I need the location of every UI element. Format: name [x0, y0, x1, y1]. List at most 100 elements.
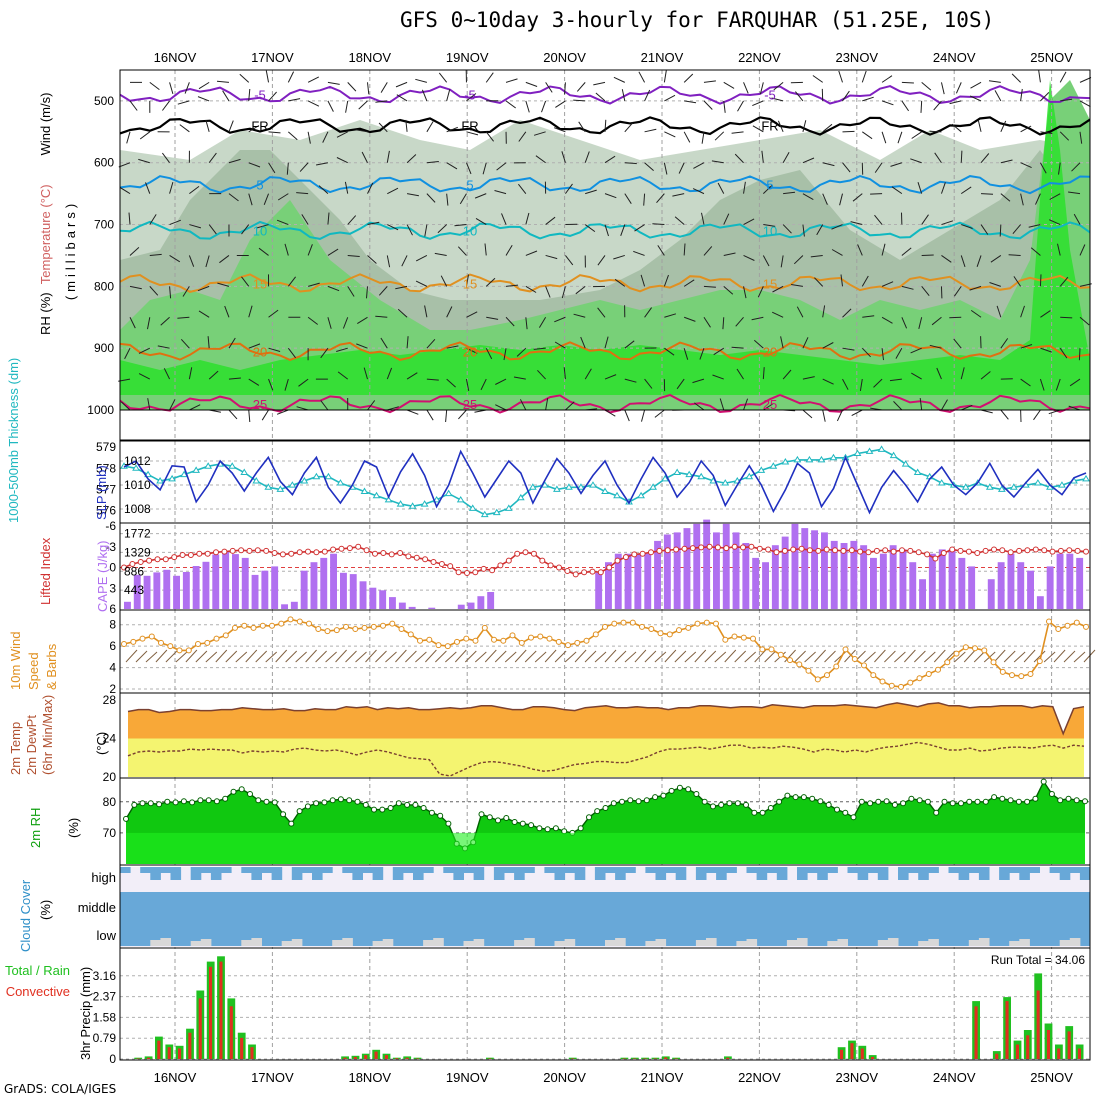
cape-bar [408, 606, 416, 609]
wind-barb [268, 91, 277, 102]
cloud-high-cell [706, 867, 717, 873]
lifted-index-point [530, 550, 537, 557]
cloud-high-cell [221, 867, 232, 873]
lifted-index-point [330, 546, 337, 553]
wind-barb [881, 131, 887, 144]
lifted-index-point [991, 546, 997, 553]
wind-barb [216, 80, 230, 83]
lifted-index-point [489, 567, 496, 574]
wind-barb [757, 286, 764, 298]
wind-barb [656, 193, 665, 204]
cloud-high-cell [776, 867, 788, 880]
wind-speed-point [703, 619, 710, 626]
rh2m-point [337, 796, 344, 803]
wind-barb [753, 339, 764, 349]
surface-wind-barb [654, 651, 667, 663]
wind-speed-point [407, 631, 414, 638]
wind-barb [970, 309, 982, 318]
precip-total-bar [641, 1057, 649, 1059]
rh2m-point [668, 787, 675, 794]
cloud-high-cell [352, 867, 363, 880]
surface-wind-barb [534, 651, 547, 663]
precip-convective-bar [1067, 1031, 1071, 1059]
thickness-point [637, 491, 645, 499]
lifted-index-point [999, 547, 1006, 554]
thickness-point [601, 487, 609, 494]
wind-barb [288, 98, 301, 102]
thickness-point [1058, 481, 1066, 488]
wind-barb [604, 155, 616, 164]
lifted-index-point [1007, 549, 1014, 556]
cape-bar [192, 566, 200, 609]
cloud-low-cell [877, 940, 889, 946]
wind-speed-point [269, 622, 275, 629]
precip-convective-bar [995, 1053, 999, 1059]
cloud-middle-band [120, 892, 1090, 946]
wind-barb [1057, 243, 1061, 256]
wind-barb [901, 285, 914, 290]
cape-bar [938, 549, 946, 609]
lifted-index-point [430, 559, 437, 565]
credit-label: GrADS: COLA/IGES [4, 1082, 117, 1096]
rh2m-point [858, 798, 865, 805]
wind-barb [1068, 191, 1081, 195]
isotherm-label: 20 [463, 344, 477, 359]
wind-speed-point [713, 620, 719, 627]
wind-barb [179, 124, 190, 133]
wind-speed-point [435, 642, 442, 649]
surface-wind-barb [824, 650, 836, 663]
surface-wind-barb [365, 649, 377, 663]
surface-wind-barb [933, 649, 946, 663]
cloud-high-cell [999, 867, 1010, 880]
cloud-high-cell [453, 867, 464, 880]
rh2m-point [825, 801, 832, 808]
precip-total-bar [568, 1057, 577, 1059]
wind-barb [941, 399, 948, 411]
li-tick: 6 [109, 602, 116, 616]
temp-axis-label: (6hr Min/Max) [40, 695, 55, 775]
wind-barb [380, 337, 388, 349]
wind-barb [921, 81, 932, 91]
wind-barb [541, 100, 547, 113]
cloud-high-cell [241, 867, 252, 873]
wind-barb [169, 399, 176, 411]
cape-bar [487, 592, 495, 609]
wind-barb [657, 245, 665, 256]
wind-barb [752, 100, 764, 107]
precip-convective-bar [1036, 990, 1040, 1059]
isotherm-label: 10 [763, 224, 777, 239]
cape-bar [909, 562, 917, 609]
wind-barb [802, 409, 813, 419]
cloud-low-cell [837, 939, 848, 946]
precip-legend-total: Total / Rain [5, 963, 70, 978]
temp-tick: 28 [103, 693, 117, 707]
precip-total-bar [620, 1057, 629, 1059]
cloud-high-cell [807, 867, 818, 873]
lifted-index-point [229, 547, 236, 554]
cloud-low-cell [160, 938, 171, 946]
cloud-low-cell [423, 940, 434, 946]
thickness-tick: 579 [96, 440, 116, 454]
lifted-index-point [204, 550, 211, 557]
precip-axis-label: 3hr Precip (mm) [78, 967, 93, 1060]
wind-barb [961, 404, 973, 411]
lifted-index-point [522, 549, 529, 556]
wind-barb [1020, 305, 1025, 318]
wind-barb [387, 187, 399, 195]
wind-barb [734, 153, 744, 164]
lifted-index-point [1032, 546, 1039, 553]
cloud-high-cell [978, 867, 990, 880]
thickness-point [817, 455, 826, 463]
wind-barb [119, 186, 131, 195]
wind-barb [485, 72, 494, 83]
wind-barb [298, 378, 309, 387]
wind-barb [386, 150, 390, 163]
cloud-high-cell [857, 867, 869, 880]
wind-barb [296, 192, 309, 195]
wind-barb [752, 125, 764, 133]
wind-barb [743, 82, 749, 94]
precip-tick: 1.58 [93, 1010, 117, 1024]
wind-barb [258, 247, 269, 256]
wind-barb [126, 131, 131, 144]
wind-speed-point [935, 666, 941, 673]
